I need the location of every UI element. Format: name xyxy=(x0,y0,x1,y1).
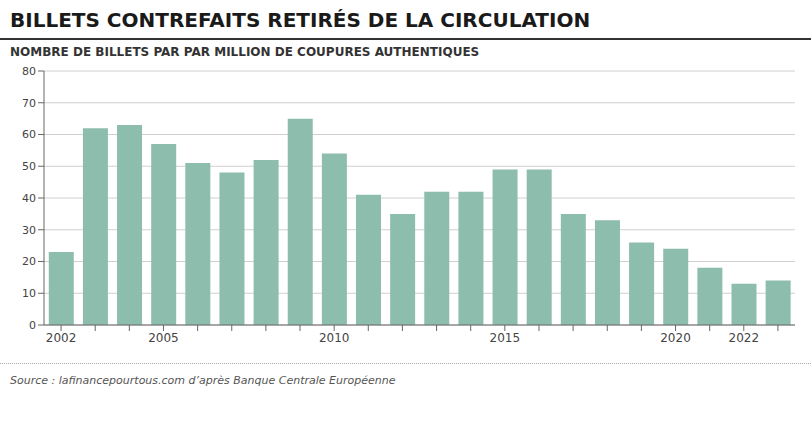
svg-text:2020: 2020 xyxy=(660,331,691,345)
svg-text:30: 30 xyxy=(22,224,36,237)
svg-text:0: 0 xyxy=(29,319,36,332)
svg-text:2022: 2022 xyxy=(729,331,760,345)
svg-text:40: 40 xyxy=(22,192,36,205)
html-text:Source : lafinancepourtous.com: Source : lafinancepourtous.com d’après B… xyxy=(10,374,396,387)
svg-text:80: 80 xyxy=(22,65,36,78)
svg-text:50: 50 xyxy=(22,160,36,173)
html-text:NOMBRE DE BILLETS PAR PAR MILL: NOMBRE DE BILLETS PAR PAR MILLION DE COU… xyxy=(10,45,480,59)
svg-text:10: 10 xyxy=(22,287,36,300)
svg-text:2005: 2005 xyxy=(148,331,179,345)
svg-text:2010: 2010 xyxy=(319,331,350,345)
html-text:BILLETS CONTREFAITS RETIRÉS DE: BILLETS CONTREFAITS RETIRÉS DE LA CIRCUL… xyxy=(10,8,591,32)
svg-text:70: 70 xyxy=(22,97,36,110)
svg-text:2015: 2015 xyxy=(490,331,521,345)
svg-text:2002: 2002 xyxy=(46,331,77,345)
svg-text:60: 60 xyxy=(22,128,36,141)
svg-text:20: 20 xyxy=(22,255,36,268)
